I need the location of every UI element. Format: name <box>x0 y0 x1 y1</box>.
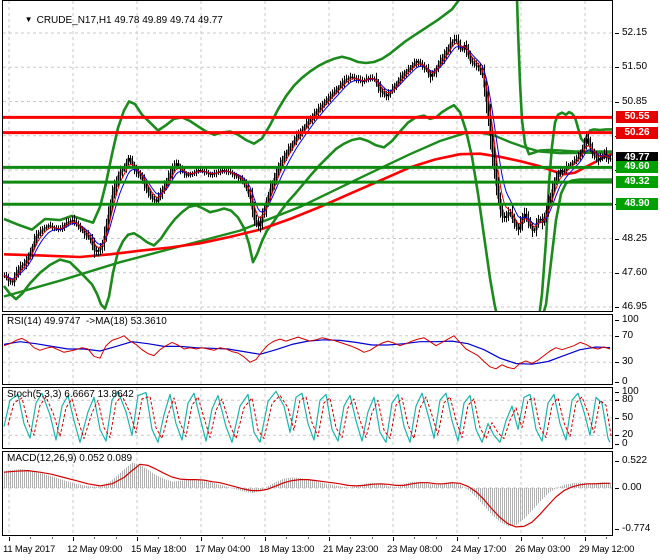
main-chart-panel[interactable]: ▼ CRUDE_N17,H1 49.78 49.89 49.74 49.77 <box>2 0 613 312</box>
axis-tick <box>615 307 619 308</box>
axis-tick <box>615 488 619 489</box>
time-tick-label: 12 May 09:00 <box>67 544 123 555</box>
time-minor-tick <box>158 537 159 539</box>
time-tick <box>585 537 586 541</box>
resistance-price-box: 50.55 <box>616 111 658 123</box>
time-tick <box>265 537 266 541</box>
rsi-canvas[interactable] <box>3 315 612 384</box>
time-tick-label: 11 May 2017 <box>3 544 56 555</box>
time-minor-tick <box>372 537 373 539</box>
stoch-tick-label: 20 <box>622 429 634 440</box>
support-price-box: 49.60 <box>616 161 658 173</box>
time-tick <box>521 537 522 541</box>
price-axis[interactable]: 52.1551.5050.8550.2049.5548.9048.2547.60… <box>615 0 660 537</box>
time-minor-tick <box>222 537 223 539</box>
time-tick <box>393 537 394 541</box>
time-minor-tick <box>606 537 607 539</box>
macd-panel[interactable]: MACD(12,26,9) 0.052 0.089 <box>2 451 613 536</box>
rsi-panel[interactable]: RSI(14) 49.9747 ->MA(18) 53.3610 <box>2 314 613 385</box>
macd-tick-label: -0.774 <box>622 523 651 534</box>
time-minor-tick <box>350 537 351 539</box>
time-tick-label: 18 May 13:00 <box>259 544 315 555</box>
symbol-period-label: CRUDE_N17,H1 <box>36 15 112 26</box>
stoch-tick-label: 50 <box>622 412 634 423</box>
chart-title-bar: ▼ CRUDE_N17,H1 49.78 49.89 49.74 49.77 <box>8 4 223 37</box>
stoch-tick-label: 100 <box>622 386 639 397</box>
time-minor-tick <box>180 537 181 539</box>
axis-tick <box>615 444 619 445</box>
time-minor-tick <box>244 537 245 539</box>
time-tick-label: 21 May 23:00 <box>323 544 379 555</box>
time-tick <box>137 537 138 541</box>
rsi-label: RSI(14) 49.9747 ->MA(18) 53.3610 <box>7 316 167 327</box>
time-tick-label: 26 May 03:00 <box>515 544 571 555</box>
price-tick-label: 50.85 <box>622 96 648 107</box>
stochastic-label: Stoch(5,3,3) 6.6667 13.8642 <box>7 389 134 400</box>
axis-tick <box>615 362 619 363</box>
axis-tick <box>615 273 619 274</box>
time-minor-tick <box>52 537 53 539</box>
time-minor-tick <box>478 537 479 539</box>
price-tick-label: 47.60 <box>622 267 648 278</box>
stoch-tick-label: 80 <box>622 394 634 405</box>
stochastic-canvas[interactable] <box>3 388 612 448</box>
time-tick <box>457 537 458 541</box>
time-tick <box>329 537 330 541</box>
price-tick-label: 46.95 <box>622 301 648 312</box>
time-minor-tick <box>414 537 415 539</box>
macd-tick-label: 0.00 <box>622 482 642 493</box>
axis-tick <box>615 320 619 321</box>
axis-tick <box>615 67 619 68</box>
stoch-tick-label: 0 <box>622 438 628 449</box>
axis-tick <box>615 461 619 462</box>
time-minor-tick <box>308 537 309 539</box>
macd-canvas[interactable] <box>3 452 612 535</box>
time-axis[interactable]: 11 May 2017 12 May 09:00 15 May 18:00 17 Ma… <box>0 537 660 560</box>
time-tick <box>73 537 74 541</box>
time-minor-tick <box>286 537 287 539</box>
time-tick-label: 15 May 18:00 <box>131 544 187 555</box>
time-minor-tick <box>500 537 501 539</box>
axis-tick <box>615 33 619 34</box>
time-minor-tick <box>116 537 117 539</box>
time-tick <box>9 537 10 541</box>
symbol-dropdown-icon[interactable]: ▼ <box>24 15 33 24</box>
time-tick-label: 24 May 17:00 <box>451 544 507 555</box>
resistance-price-box: 50.26 <box>616 127 658 139</box>
macd-label: MACD(12,26,9) 0.052 0.089 <box>7 453 133 464</box>
macd-tick-label: 0.522 <box>622 455 648 466</box>
axis-tick <box>615 102 619 103</box>
time-tick-label: 29 May 12:00 <box>579 544 635 555</box>
rsi-tick-label: 30 <box>622 356 634 367</box>
time-minor-tick <box>542 537 543 539</box>
support-price-box: 49.32 <box>616 176 658 188</box>
axis-tick <box>615 382 619 383</box>
axis-tick <box>615 435 619 436</box>
time-tick-label: 23 May 08:00 <box>387 544 443 555</box>
time-minor-tick <box>30 537 31 539</box>
time-tick <box>201 537 202 541</box>
axis-tick <box>615 400 619 401</box>
axis-tick <box>615 418 619 419</box>
time-minor-tick <box>94 537 95 539</box>
axis-tick <box>615 392 619 393</box>
time-minor-tick <box>564 537 565 539</box>
axis-tick <box>615 529 619 530</box>
price-tick-label: 48.25 <box>622 233 648 244</box>
axis-tick <box>615 239 619 240</box>
price-tick-label: 52.15 <box>622 27 648 38</box>
price-tick-label: 51.50 <box>622 61 648 72</box>
rsi-tick-label: 0 <box>622 376 628 387</box>
time-minor-tick <box>436 537 437 539</box>
ohlc-values: 49.78 49.89 49.74 49.77 <box>114 15 223 26</box>
stochastic-panel[interactable]: Stoch(5,3,3) 6.6667 13.8642 <box>2 387 613 449</box>
time-tick-label: 17 May 04:00 <box>195 544 251 555</box>
support-price-box: 48.90 <box>616 198 658 210</box>
rsi-tick-label: 70 <box>622 330 634 341</box>
axis-tick <box>615 336 619 337</box>
rsi-tick-label: 100 <box>622 314 639 325</box>
price-chart-canvas[interactable] <box>3 1 612 311</box>
